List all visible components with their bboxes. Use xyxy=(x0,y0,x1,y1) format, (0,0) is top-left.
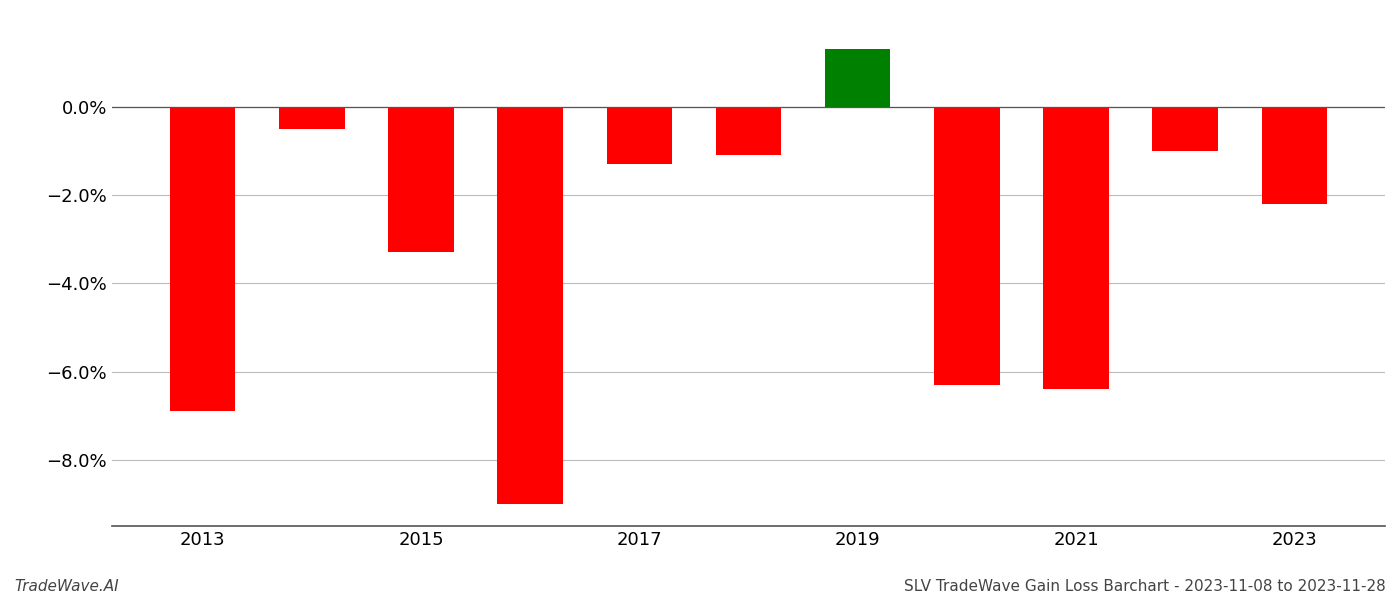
Bar xyxy=(497,107,563,504)
Text: TradeWave.AI: TradeWave.AI xyxy=(14,579,119,594)
Bar xyxy=(279,107,344,128)
Text: SLV TradeWave Gain Loss Barchart - 2023-11-08 to 2023-11-28: SLV TradeWave Gain Loss Barchart - 2023-… xyxy=(904,579,1386,594)
Bar xyxy=(1261,107,1327,203)
Bar xyxy=(825,49,890,107)
Bar xyxy=(1043,107,1109,389)
Bar xyxy=(934,107,1000,385)
Bar xyxy=(715,107,781,155)
Bar xyxy=(606,107,672,164)
Bar xyxy=(1152,107,1218,151)
Bar xyxy=(169,107,235,411)
Bar xyxy=(388,107,454,252)
